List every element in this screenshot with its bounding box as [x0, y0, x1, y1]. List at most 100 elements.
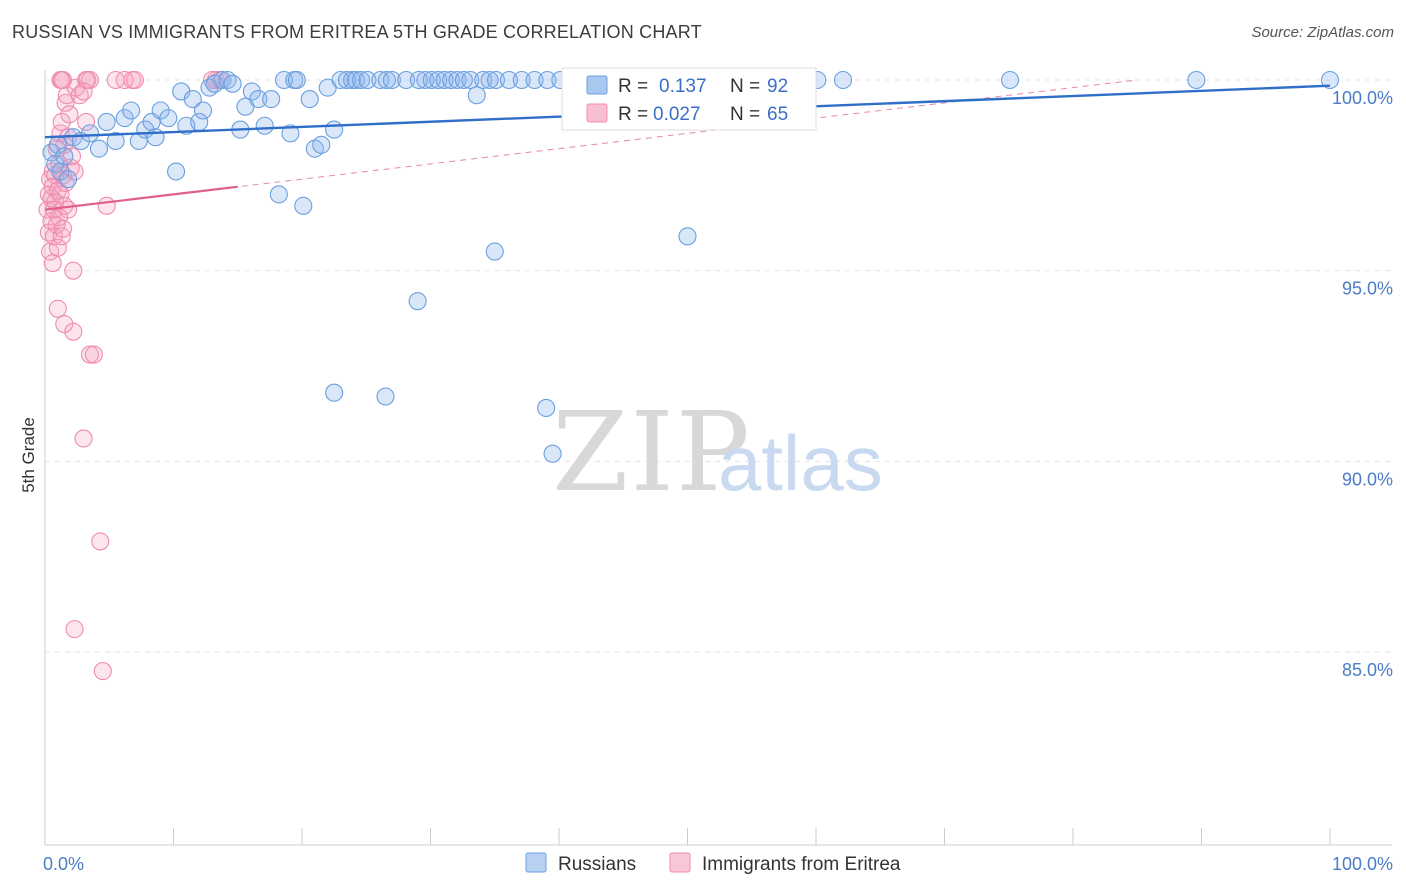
russians-point: [51, 162, 70, 181]
legend-r-label-2: R =: [618, 104, 648, 125]
eritrea-point: [52, 227, 71, 246]
eritrea-point: [97, 196, 116, 215]
x-tick-labels: 0.0% 100.0%: [43, 854, 1393, 874]
eritrea-point: [115, 70, 134, 90]
eritrea-point: [51, 185, 70, 204]
legend-label-russians: Russians: [558, 854, 636, 875]
legend-n-label-2: N =: [730, 104, 760, 125]
eritrea-point: [74, 82, 93, 101]
legend-r-label-1: R =: [618, 76, 648, 97]
eritrea-point: [56, 93, 75, 112]
russians-point: [409, 70, 428, 90]
russians-point: [454, 70, 473, 90]
eritrea-point: [48, 238, 67, 257]
eritrea-point: [77, 112, 96, 131]
russians-point: [512, 70, 531, 90]
chart-title: RUSSIAN VS IMMIGRANTS FROM ERITREA 5TH G…: [12, 22, 702, 42]
russians-point: [1320, 70, 1340, 90]
russians-point: [312, 135, 331, 154]
chart-source: Source: ZipAtlas.com: [1251, 24, 1394, 41]
russians-point: [325, 383, 344, 402]
series-legend: Russians Immigrants from Eritrea: [525, 852, 901, 875]
legend-n-label-1: N =: [730, 76, 760, 97]
eritrea-point: [62, 147, 82, 166]
y-tick-label: 95.0%: [1342, 279, 1393, 299]
legend-swatch-russians-bottom: [525, 852, 547, 873]
russians-point: [255, 116, 274, 135]
russians-point: [106, 131, 125, 151]
eritrea-point: [48, 299, 67, 318]
legend-n-value-2: 65: [767, 104, 788, 125]
legend-swatch-eritrea: [586, 103, 608, 123]
russians-point: [480, 70, 499, 90]
eritrea-point: [74, 429, 93, 448]
russians-point: [89, 139, 109, 158]
russians-point: [146, 128, 165, 147]
russians-point: [461, 70, 480, 90]
russians-point: [429, 70, 448, 90]
watermark-atlas: atlas: [718, 419, 883, 507]
eritrea-point: [60, 105, 79, 124]
russians-point: [325, 120, 344, 139]
eritrea-point: [53, 219, 73, 238]
russians-point: [467, 86, 486, 105]
eritrea-point: [93, 662, 112, 681]
watermark: ZIP atlas: [552, 388, 883, 516]
russians-point: [442, 70, 461, 90]
eritrea-point: [80, 70, 100, 90]
russians-point: [499, 70, 518, 90]
russians-point: [377, 70, 396, 90]
russians-point: [397, 70, 416, 90]
russians-point: [115, 109, 134, 128]
legend-label-eritrea: Immigrants from Eritrea: [702, 854, 901, 875]
russians-point: [543, 444, 562, 463]
russians-point: [97, 112, 116, 131]
eritrea-point: [64, 322, 83, 341]
y-tick-label: 85.0%: [1342, 660, 1393, 680]
russians-point: [122, 101, 141, 120]
legend-n-value-1: 92: [767, 76, 788, 97]
eritrea-point: [65, 620, 84, 639]
russians-point: [55, 147, 74, 166]
russians-point: [416, 70, 435, 90]
eritrea-point: [84, 345, 103, 364]
eritrea-point: [43, 253, 62, 273]
legend-swatch-russians: [586, 75, 608, 95]
russians-point: [287, 70, 306, 90]
russians-point: [833, 70, 853, 90]
russians-point: [59, 170, 78, 189]
russians-point: [249, 90, 268, 109]
russians-point: [422, 70, 441, 90]
russians-point: [223, 74, 242, 93]
russians-point: [1187, 70, 1206, 90]
eritrea-point: [59, 200, 78, 219]
russians-point: [435, 70, 454, 90]
x-tick-label: 100.0%: [1332, 854, 1393, 874]
eritrea-point: [52, 112, 71, 131]
russians-point: [159, 109, 178, 128]
russians-point: [408, 292, 427, 311]
russians-point: [281, 124, 300, 143]
eritrea-point: [125, 70, 144, 90]
russians-point: [537, 398, 556, 417]
russians-point: [678, 227, 697, 246]
russians-point: [194, 101, 213, 120]
russians-point: [269, 185, 288, 204]
russians-point: [448, 70, 467, 90]
russians-point: [352, 70, 371, 90]
legend-swatch-eritrea-bottom: [669, 852, 691, 873]
russians-point: [538, 70, 557, 90]
axes: [44, 70, 1392, 846]
russians-point: [486, 70, 506, 90]
legend-r-value-1: 0.137: [659, 76, 707, 97]
watermark-zip: ZIP: [552, 388, 752, 516]
correlation-legend: R = 0.137 N = 92 R = 0.027 N = 65: [561, 67, 817, 131]
russians-point: [1000, 70, 1020, 90]
russians-point: [485, 242, 504, 261]
russians-point: [262, 90, 281, 109]
x-tick-label: 0.0%: [43, 854, 84, 874]
russians-point: [213, 70, 232, 90]
russians-point: [183, 90, 202, 109]
y-tick-label: 100.0%: [1332, 88, 1393, 108]
